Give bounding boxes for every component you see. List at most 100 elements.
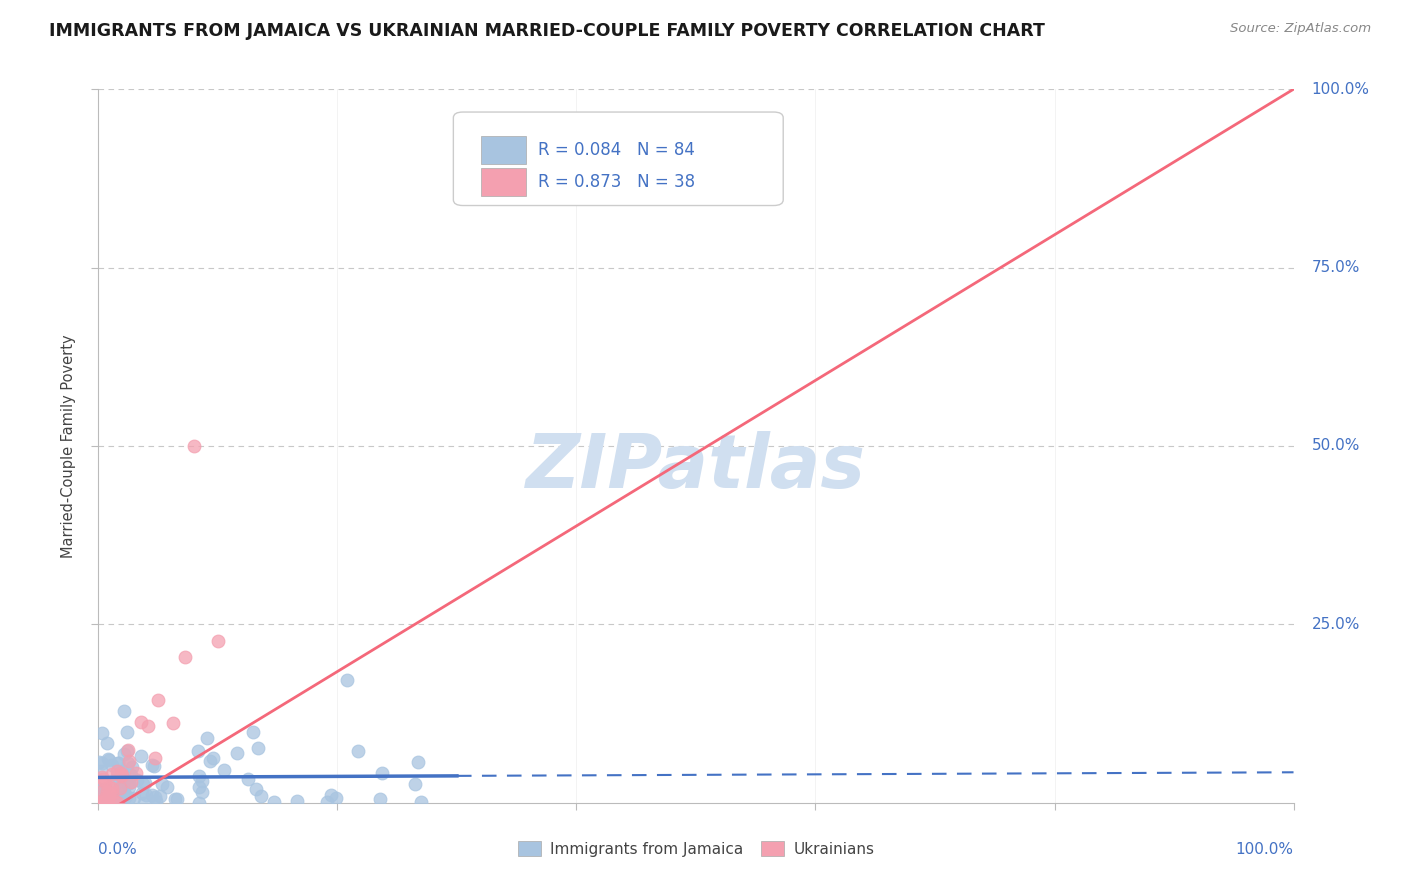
Point	[149, 789, 172, 804]
FancyBboxPatch shape	[453, 112, 783, 205]
Point	[98, 780, 121, 794]
Point	[143, 751, 166, 765]
Y-axis label: Married-Couple Family Poverty: Married-Couple Family Poverty	[60, 334, 76, 558]
Legend: Immigrants from Jamaica, Ukrainians: Immigrants from Jamaica, Ukrainians	[512, 835, 880, 863]
Point	[325, 791, 347, 805]
Point	[91, 783, 114, 797]
Point	[104, 794, 127, 808]
Point	[155, 780, 177, 794]
Point	[107, 769, 129, 783]
FancyBboxPatch shape	[481, 136, 526, 164]
Point	[93, 796, 115, 810]
Point	[120, 768, 142, 782]
Point	[174, 650, 197, 665]
Point	[202, 751, 225, 765]
Point	[98, 753, 121, 767]
Point	[285, 794, 308, 808]
Point	[143, 790, 166, 805]
Point	[89, 796, 111, 810]
Point	[129, 749, 152, 764]
Point	[162, 716, 184, 731]
Point	[186, 743, 208, 757]
Point	[101, 757, 124, 772]
Point	[142, 759, 165, 773]
Point	[187, 780, 209, 795]
Point	[110, 781, 132, 796]
Text: ZIPatlas: ZIPatlas	[526, 431, 866, 504]
Point	[108, 780, 131, 795]
Point	[87, 755, 110, 769]
Point	[190, 773, 212, 788]
Point	[187, 796, 209, 810]
Point	[125, 772, 148, 787]
Point	[163, 792, 186, 806]
Point	[118, 780, 141, 795]
Point	[105, 795, 128, 809]
Point	[90, 764, 112, 779]
Point	[141, 758, 163, 772]
Text: 100.0%: 100.0%	[1312, 82, 1369, 96]
Point	[97, 794, 120, 808]
Point	[321, 788, 343, 802]
Point	[183, 439, 205, 453]
Point	[112, 704, 135, 718]
Point	[101, 767, 124, 781]
Point	[97, 752, 120, 766]
Point	[110, 769, 132, 783]
Point	[101, 792, 124, 806]
Point	[90, 726, 112, 740]
Point	[263, 795, 285, 809]
Point	[200, 754, 222, 768]
Text: 75.0%: 75.0%	[1312, 260, 1360, 275]
FancyBboxPatch shape	[481, 168, 526, 196]
Point	[132, 777, 155, 791]
Point	[110, 768, 132, 782]
Point	[93, 782, 115, 797]
Point	[98, 788, 121, 802]
Point	[122, 791, 145, 805]
Point	[118, 776, 141, 790]
Point	[346, 744, 368, 758]
Point	[105, 796, 128, 810]
Point	[134, 776, 156, 790]
Point	[94, 791, 117, 805]
Point	[134, 796, 156, 810]
Text: 0.0%: 0.0%	[98, 842, 138, 857]
Point	[111, 780, 134, 795]
Point	[316, 795, 339, 809]
Point	[125, 765, 148, 780]
Point	[129, 714, 152, 729]
Point	[406, 755, 429, 769]
Point	[103, 774, 125, 789]
Point	[250, 789, 273, 803]
Point	[145, 794, 167, 808]
Point	[245, 781, 267, 796]
Point	[226, 746, 249, 760]
Point	[107, 756, 129, 770]
Point	[195, 731, 218, 745]
Point	[112, 785, 135, 799]
Point	[118, 791, 141, 805]
Text: R = 0.873   N = 38: R = 0.873 N = 38	[538, 173, 696, 191]
Point	[212, 764, 235, 778]
Text: 100.0%: 100.0%	[1236, 842, 1294, 857]
Point	[96, 736, 118, 750]
Point	[242, 725, 264, 739]
Text: 25.0%: 25.0%	[1312, 617, 1360, 632]
Point	[89, 781, 111, 796]
Point	[135, 788, 157, 802]
Point	[90, 770, 112, 784]
Point	[121, 760, 143, 774]
Point	[404, 777, 426, 791]
Point	[93, 796, 115, 810]
Point	[238, 772, 260, 787]
Text: IMMIGRANTS FROM JAMAICA VS UKRAINIAN MARRIED-COUPLE FAMILY POVERTY CORRELATION C: IMMIGRANTS FROM JAMAICA VS UKRAINIAN MAR…	[49, 22, 1045, 40]
Point	[110, 767, 132, 781]
Point	[98, 787, 121, 801]
Point	[114, 772, 136, 787]
Point	[94, 775, 117, 789]
Point	[117, 744, 139, 758]
Point	[107, 792, 129, 806]
Point	[100, 795, 122, 809]
Point	[110, 766, 132, 780]
